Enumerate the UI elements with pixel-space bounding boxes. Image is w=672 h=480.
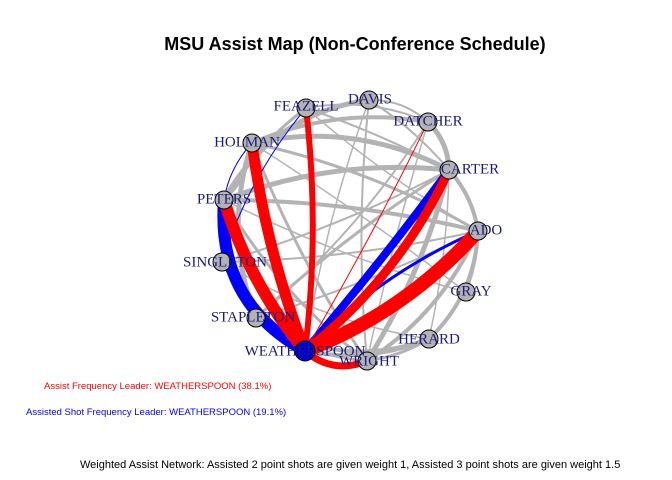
node-holman [242,133,262,153]
node-label-ado: ADO [470,222,503,238]
node-weatherspoon [294,340,316,362]
node-label-herard: HERARD [398,331,460,347]
edge-peters-feazell [222,106,308,202]
edge-carter-weatherspoon [301,166,453,355]
node-gray [456,282,476,302]
node-singleton [212,252,232,272]
network-caption: Weighted Assist Network: Assisted 2 poin… [80,459,620,471]
node-herard [419,329,439,349]
node-davis [359,90,379,110]
node-label-weatherspoon: WEATHERSPOON [245,343,366,359]
node-label-singleton: SINGLETON [183,254,267,270]
node-feazell [296,98,316,118]
edge-weatherspoon-datcher [304,121,429,352]
node-label-carter: CARTER [441,161,499,177]
node-label-peters: PETERS [197,191,251,207]
label-layer: DAVIS FEAZELL DATCHER HOLMAN CARTER PETERS ADO… [183,91,502,369]
edge-feazell-carter [305,107,450,171]
edge-weatherspoon-peters [218,194,311,357]
edge-singleton-carter [221,169,450,263]
node-datcher [418,112,438,132]
edge-weatherspoon-holman [246,137,311,357]
node-layer [212,90,488,371]
node-label-holman: HOLMAN [214,134,280,150]
shot-leader-note: Assisted Shot Frequency Leader: WEATHERS… [26,407,286,418]
node-label-datcher: DATCHER [393,113,462,129]
edge-wright-carter [364,167,452,364]
node-stapleton [246,308,266,328]
node-label-wright: WRIGHT [339,353,399,369]
node-label-feazell: FEAZELL [274,98,339,114]
edge-weatherspoon-carter [300,165,454,356]
edge-weatherspoon-feazell [302,105,316,354]
node-ado [468,221,488,241]
edge-carter-herard [428,169,450,340]
node-peters [214,190,234,210]
edge-holman-ado [250,141,480,233]
edge-singleton-herard [221,261,430,340]
node-label-stapleton: STAPLETON [211,309,296,325]
edge-weatherspoon-ado [298,224,485,358]
node-wright [357,351,377,371]
chart-title: MSU Assist Map (Non-Conference Schedule) [164,34,545,54]
assist-leader-note: Assist Frequency Leader: WEATHERSPOON (3… [44,381,271,392]
edge-feazell-ado [305,107,479,232]
node-carter [439,160,459,180]
edge-davis-carter [368,99,450,171]
node-label-davis: DAVIS [348,91,392,107]
node-label-gray: GRAY [450,283,491,299]
